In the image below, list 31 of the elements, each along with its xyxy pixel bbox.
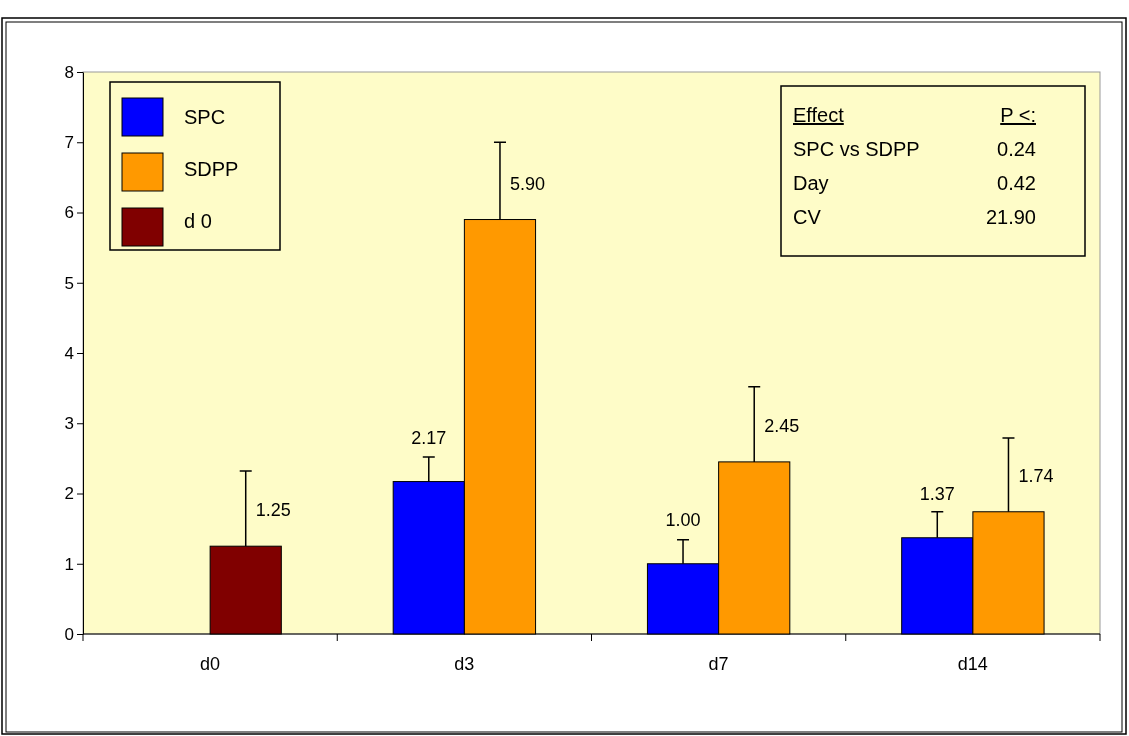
annotation: 21.90 [985,206,1036,228]
annotation: P <: [1000,104,1036,126]
y-tick-label: 7 [64,133,74,153]
legend-label: SDPP [184,158,239,180]
data-label: 2.45 [764,415,800,436]
y-tick-label: 6 [64,203,74,223]
x-tick-label: d14 [957,654,988,674]
x-tick-label: d0 [200,654,221,674]
x-tick-label: d7 [708,654,729,674]
x-tick-label: d3 [454,654,475,674]
data-label: 1.37 [919,483,955,504]
annotation: 0.42 [997,172,1036,194]
annotation: SPC vs SDPP [793,138,920,160]
data-label: 2.17 [411,427,447,448]
annotation: CV [793,206,822,228]
legend-label: SPC [184,106,226,128]
annotation: Day [793,172,829,194]
y-tick-label: 5 [64,273,74,293]
annotation: 0.24 [997,138,1036,160]
y-tick-label: 0 [64,624,74,644]
y-tick-label: 8 [64,62,74,82]
legend-label: d 0 [184,210,212,232]
data-label: 1.25 [255,500,291,521]
y-tick-label: 4 [64,343,74,363]
y-tick-label: 1 [64,554,74,574]
data-label: 1.74 [1018,465,1054,486]
y-tick-label: 2 [64,484,74,504]
y-tick-label: 3 [64,414,74,434]
data-label: 5.90 [509,173,546,194]
annotation: Effect [793,104,845,126]
data-label: 1.00 [665,509,701,530]
